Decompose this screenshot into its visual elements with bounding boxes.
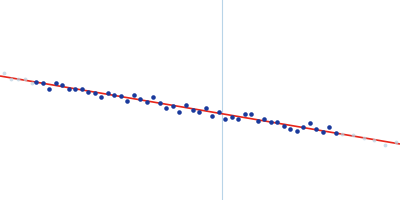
Point — [287, 128, 294, 131]
Point — [72, 88, 78, 91]
Point — [313, 128, 320, 131]
Point — [124, 100, 130, 103]
Point — [157, 102, 163, 105]
Point — [300, 125, 306, 128]
Point — [268, 121, 274, 124]
Point — [78, 87, 85, 90]
Point — [320, 131, 326, 134]
Point — [333, 131, 339, 134]
Point — [22, 78, 28, 81]
Point — [66, 88, 72, 91]
Point — [118, 94, 124, 97]
Point — [360, 137, 367, 140]
Point — [8, 77, 14, 81]
Point — [39, 82, 46, 85]
Point — [183, 104, 189, 107]
Point — [52, 81, 59, 85]
Point — [59, 84, 65, 87]
Point — [326, 126, 333, 129]
Point — [46, 87, 52, 90]
Point — [254, 119, 261, 122]
Point — [170, 105, 176, 108]
Point — [242, 112, 248, 116]
Point — [150, 96, 156, 99]
Point — [137, 98, 144, 101]
Point — [92, 91, 98, 94]
Point — [274, 120, 280, 123]
Point — [248, 113, 254, 116]
Point — [111, 94, 118, 97]
Point — [131, 93, 137, 96]
Point — [393, 141, 399, 144]
Point — [216, 110, 222, 113]
Point — [371, 139, 378, 142]
Point — [98, 95, 104, 98]
Point — [144, 100, 150, 103]
Point — [85, 90, 91, 93]
Point — [350, 134, 356, 137]
Point — [196, 110, 202, 113]
Point — [281, 124, 287, 128]
Point — [261, 117, 268, 121]
Point — [307, 122, 313, 125]
Point — [33, 81, 39, 84]
Point — [1, 71, 7, 74]
Point — [15, 77, 21, 81]
Point — [176, 110, 183, 114]
Point — [189, 108, 196, 111]
Point — [29, 82, 35, 85]
Point — [235, 118, 241, 121]
Point — [339, 132, 345, 135]
Point — [222, 118, 228, 121]
Point — [382, 143, 388, 147]
Point — [202, 107, 209, 110]
Point — [104, 91, 111, 95]
Point — [228, 115, 235, 119]
Point — [163, 106, 170, 109]
Point — [209, 114, 215, 118]
Point — [294, 129, 300, 132]
